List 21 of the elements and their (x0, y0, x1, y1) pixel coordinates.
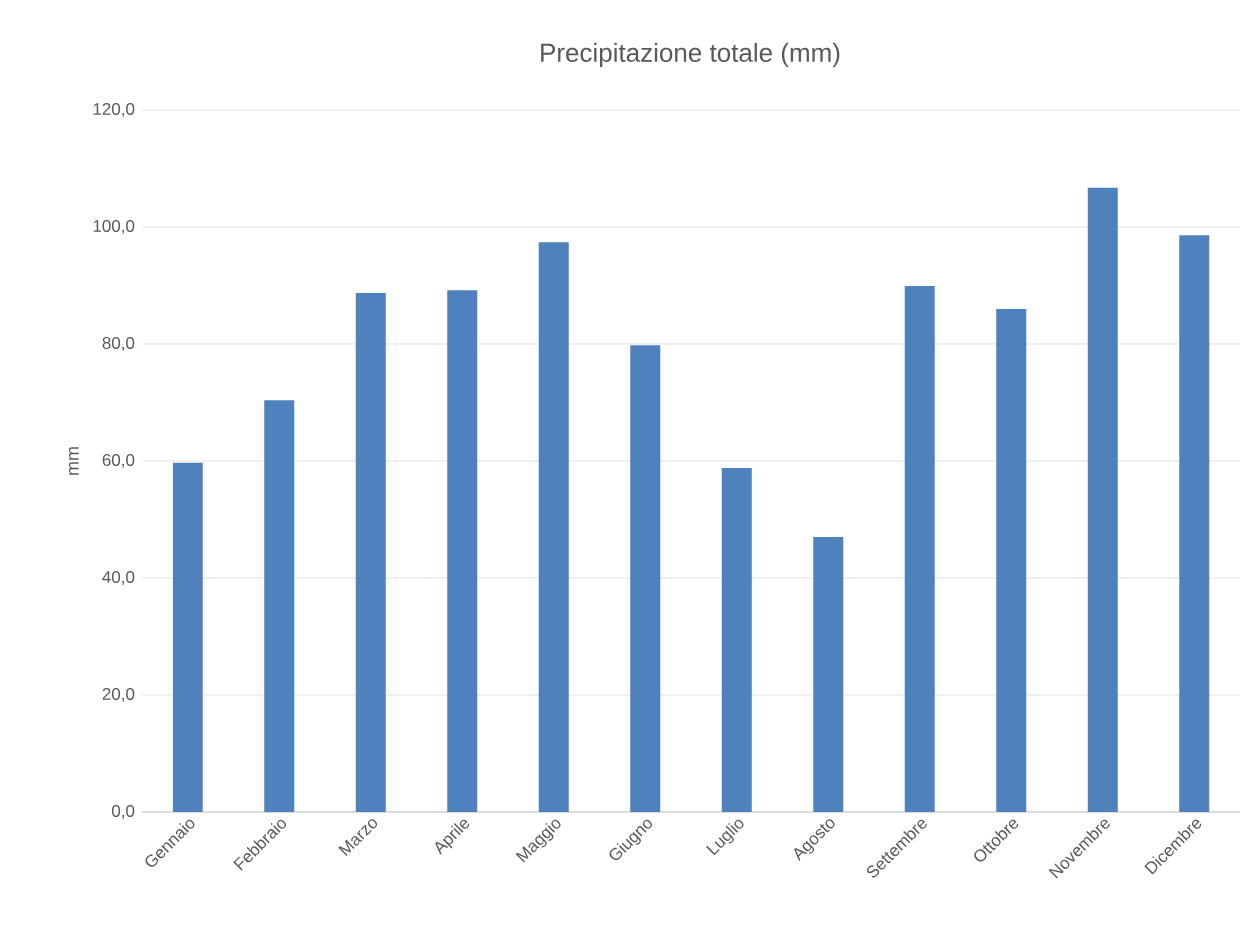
y-tick-label: 0,0 (111, 804, 135, 819)
y-tick-label: 60,0 (102, 453, 135, 468)
bar (630, 345, 661, 812)
bar (904, 286, 935, 812)
bar (264, 400, 295, 812)
y-axis-title: mm (68, 447, 79, 475)
bar (721, 468, 752, 812)
bar (996, 308, 1027, 812)
y-tick-label: 100,0 (93, 219, 135, 234)
y-tick-label: 20,0 (102, 687, 135, 702)
y-tick-label: 80,0 (102, 336, 135, 351)
bar (447, 290, 478, 812)
bar (172, 462, 203, 812)
y-tick-label: 40,0 (102, 570, 135, 585)
bar (1179, 235, 1210, 812)
bar (538, 242, 569, 812)
chart-title: Precipitazione totale (mm) (541, 42, 840, 68)
bar (355, 293, 386, 812)
bar (813, 537, 844, 812)
bar (1087, 187, 1118, 812)
y-tick-label: 120,0 (93, 102, 135, 117)
